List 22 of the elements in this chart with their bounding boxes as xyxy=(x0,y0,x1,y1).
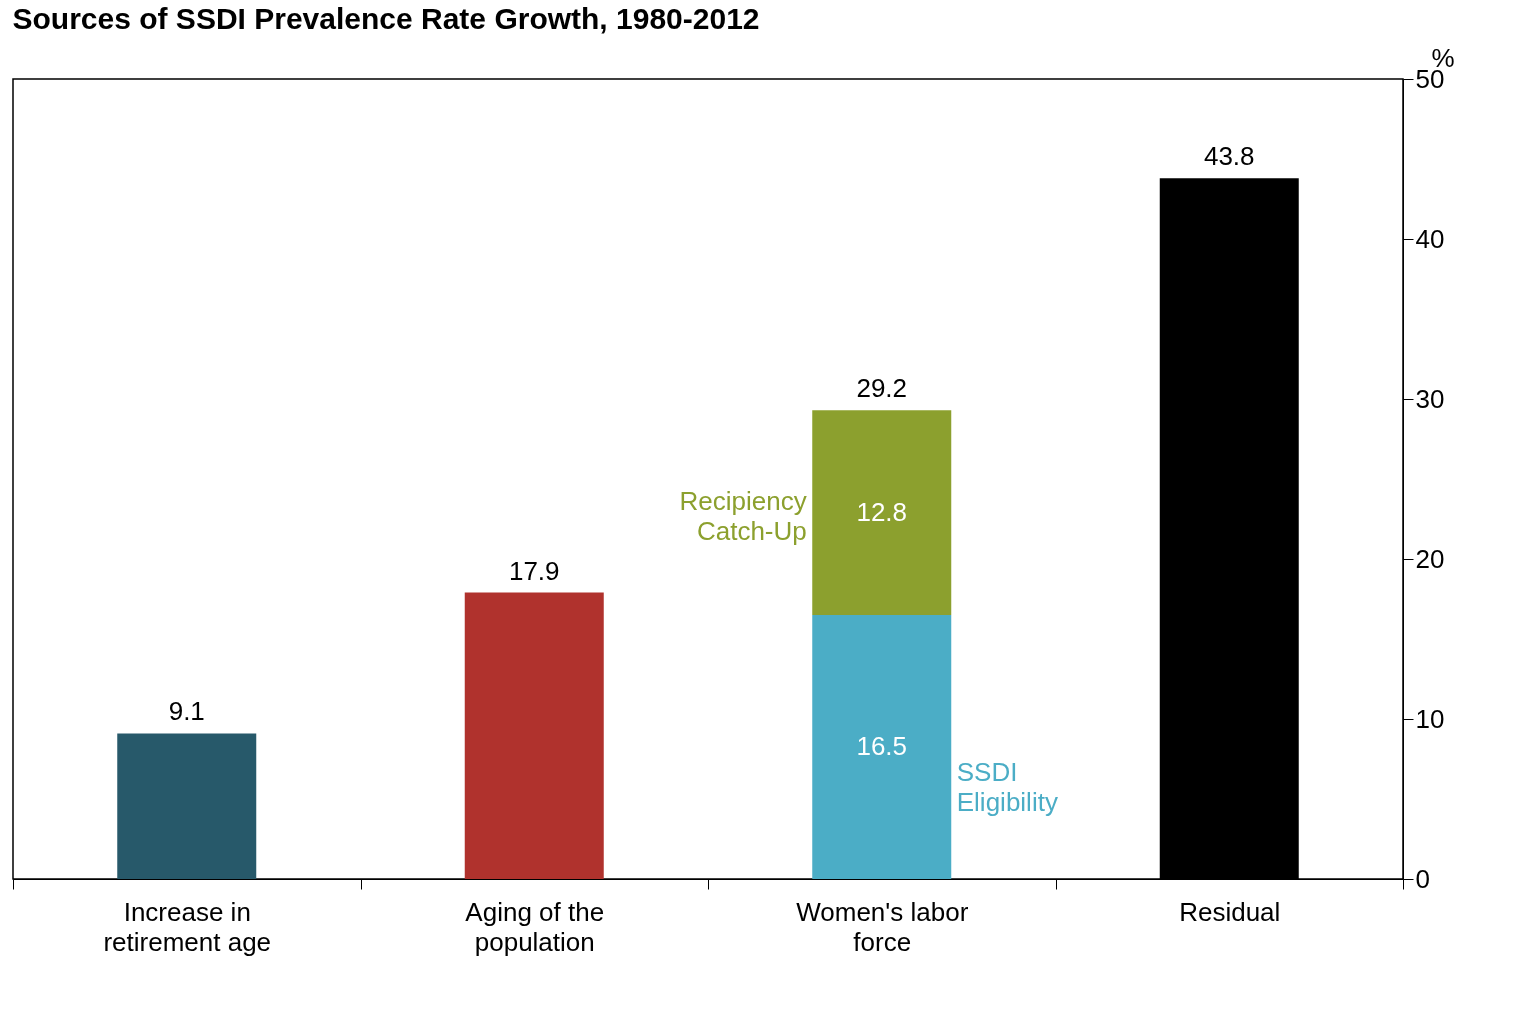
bar xyxy=(812,410,952,615)
chart-title: Sources of SSDI Prevalence Rate Growth, 1980-2012 xyxy=(12,2,760,35)
y-tick-label: 10 xyxy=(1415,703,1445,734)
y-tick-label: 30 xyxy=(1415,383,1445,414)
data-label: 9.1 xyxy=(168,696,205,727)
series-label: Recipiency Catch-Up xyxy=(679,486,807,547)
y-tick-label: 0 xyxy=(1415,863,1430,894)
x-tick-label: Women's labor force xyxy=(796,896,969,957)
y-tick-label: 20 xyxy=(1415,543,1445,574)
series-label: SSDI Eligibility xyxy=(956,757,1058,818)
x-tick-label: Aging of the population xyxy=(465,896,605,957)
data-label: 12.8 xyxy=(856,496,908,527)
bar xyxy=(812,615,952,879)
x-tick-label: Residual xyxy=(1179,896,1281,927)
y-tick-label: 40 xyxy=(1415,223,1445,254)
total-label: 29.2 xyxy=(856,373,908,404)
data-label: 16.5 xyxy=(856,731,908,761)
data-label: 17.9 xyxy=(508,555,560,586)
x-tick-label: Increase in retirement age xyxy=(103,896,272,957)
data-label: 43.8 xyxy=(1203,141,1255,172)
bar xyxy=(464,592,604,879)
bar xyxy=(117,733,257,879)
